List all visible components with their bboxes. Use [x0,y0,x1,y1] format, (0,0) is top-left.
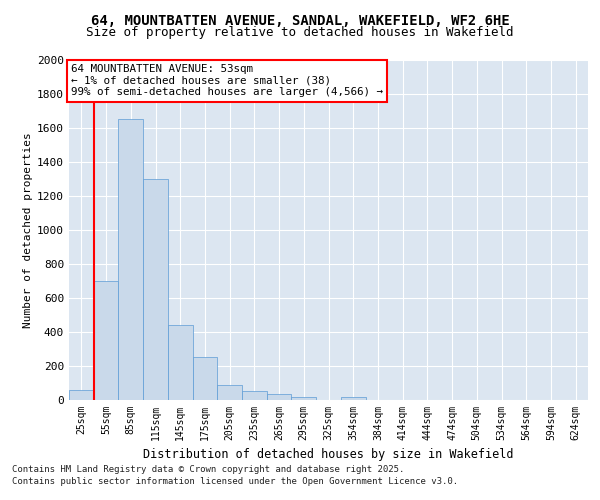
Bar [292,396,316,400]
Bar [118,120,143,400]
Bar [217,384,242,400]
Bar [341,396,365,400]
X-axis label: Distribution of detached houses by size in Wakefield: Distribution of detached houses by size … [143,448,514,462]
Text: Size of property relative to detached houses in Wakefield: Size of property relative to detached ho… [86,26,514,39]
Bar [193,356,217,400]
Bar [94,281,118,400]
Text: Contains HM Land Registry data © Crown copyright and database right 2025.: Contains HM Land Registry data © Crown c… [12,466,404,474]
Y-axis label: Number of detached properties: Number of detached properties [23,132,33,328]
Bar [267,394,292,400]
Text: 64, MOUNTBATTEN AVENUE, SANDAL, WAKEFIELD, WF2 6HE: 64, MOUNTBATTEN AVENUE, SANDAL, WAKEFIEL… [91,14,509,28]
Bar [143,179,168,400]
Bar [69,390,94,400]
Text: Contains public sector information licensed under the Open Government Licence v3: Contains public sector information licen… [12,476,458,486]
Text: 64 MOUNTBATTEN AVENUE: 53sqm
← 1% of detached houses are smaller (38)
99% of sem: 64 MOUNTBATTEN AVENUE: 53sqm ← 1% of det… [71,64,383,98]
Bar [242,390,267,400]
Bar [168,325,193,400]
